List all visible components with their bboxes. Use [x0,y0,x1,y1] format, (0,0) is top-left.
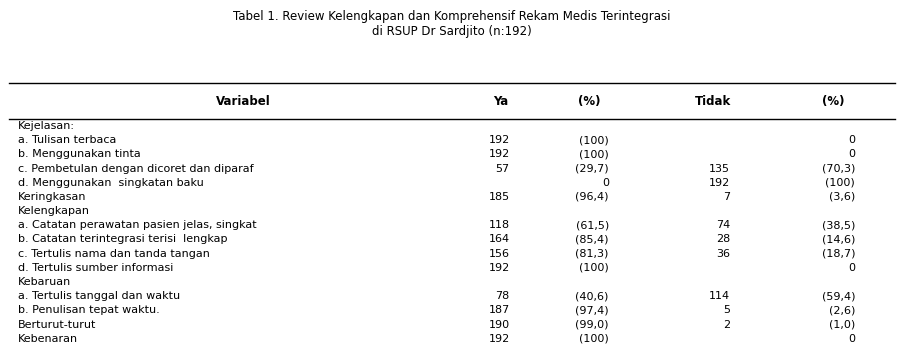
Text: c. Tertulis nama dan tanda tangan: c. Tertulis nama dan tanda tangan [18,249,209,259]
Text: (100): (100) [579,334,608,344]
Text: (%): (%) [821,95,843,108]
Text: 74: 74 [715,220,730,230]
Text: (100): (100) [579,135,608,145]
Text: 192: 192 [488,135,509,145]
Text: (38,5): (38,5) [821,220,854,230]
Text: (14,6): (14,6) [821,235,854,245]
Text: d. Tertulis sumber informasi: d. Tertulis sumber informasi [18,263,173,273]
Text: 5: 5 [722,306,730,315]
Text: Keringkasan: Keringkasan [18,192,87,202]
Text: 187: 187 [488,306,509,315]
Text: a. Tulisan terbaca: a. Tulisan terbaca [18,135,116,145]
Text: (97,4): (97,4) [574,306,608,315]
Text: (99,0): (99,0) [574,319,608,330]
Text: Kebaruan: Kebaruan [18,277,71,287]
Text: Berturut-turut: Berturut-turut [18,319,96,330]
Text: 164: 164 [488,235,509,245]
Text: 2: 2 [722,319,730,330]
Text: 114: 114 [708,291,730,301]
Text: d. Menggunakan  singkatan baku: d. Menggunakan singkatan baku [18,178,203,188]
Text: (100): (100) [579,149,608,159]
Text: (85,4): (85,4) [574,235,608,245]
Text: c. Pembetulan dengan dicoret dan diparaf: c. Pembetulan dengan dicoret dan diparaf [18,164,253,174]
Text: (29,7): (29,7) [574,164,608,174]
Text: 0: 0 [847,334,854,344]
Text: (3,6): (3,6) [828,192,854,202]
Text: (100): (100) [824,178,854,188]
Text: 36: 36 [715,249,730,259]
Text: b. Catatan terintegrasi terisi  lengkap: b. Catatan terintegrasi terisi lengkap [18,235,228,245]
Text: 0: 0 [847,149,854,159]
Text: a. Catatan perawatan pasien jelas, singkat: a. Catatan perawatan pasien jelas, singk… [18,220,256,230]
Text: 192: 192 [488,263,509,273]
Text: (1,0): (1,0) [828,319,854,330]
Text: (18,7): (18,7) [821,249,854,259]
Text: (70,3): (70,3) [821,164,854,174]
Text: (%): (%) [577,95,600,108]
Text: (81,3): (81,3) [575,249,608,259]
Text: 185: 185 [488,192,509,202]
Text: 0: 0 [847,263,854,273]
Text: a. Tertulis tanggal dan waktu: a. Tertulis tanggal dan waktu [18,291,180,301]
Text: Kejelasan:: Kejelasan: [18,121,75,131]
Text: 78: 78 [495,291,509,301]
Text: Kebenaran: Kebenaran [18,334,78,344]
Text: 190: 190 [488,319,509,330]
Text: b. Penulisan tepat waktu.: b. Penulisan tepat waktu. [18,306,160,315]
Text: Tidak: Tidak [694,95,731,108]
Text: Ya: Ya [492,95,507,108]
Text: (100): (100) [579,263,608,273]
Text: 0: 0 [601,178,608,188]
Text: 0: 0 [847,135,854,145]
Text: (61,5): (61,5) [575,220,608,230]
Text: Kelengkapan: Kelengkapan [18,206,89,216]
Text: 135: 135 [708,164,730,174]
Text: 118: 118 [488,220,509,230]
Text: (96,4): (96,4) [574,192,608,202]
Text: 192: 192 [488,149,509,159]
Text: (40,6): (40,6) [575,291,608,301]
Text: 192: 192 [488,334,509,344]
Text: 7: 7 [722,192,730,202]
Text: Tabel 1. Review Kelengkapan dan Komprehensif Rekam Medis Terintegrasi
di RSUP Dr: Tabel 1. Review Kelengkapan dan Komprehe… [233,10,670,38]
Text: (2,6): (2,6) [828,306,854,315]
Text: 192: 192 [708,178,730,188]
Text: 28: 28 [715,235,730,245]
Text: Variabel: Variabel [216,95,271,108]
Text: (59,4): (59,4) [821,291,854,301]
Text: 57: 57 [495,164,509,174]
Text: 156: 156 [488,249,509,259]
Text: b. Menggunakan tinta: b. Menggunakan tinta [18,149,141,159]
